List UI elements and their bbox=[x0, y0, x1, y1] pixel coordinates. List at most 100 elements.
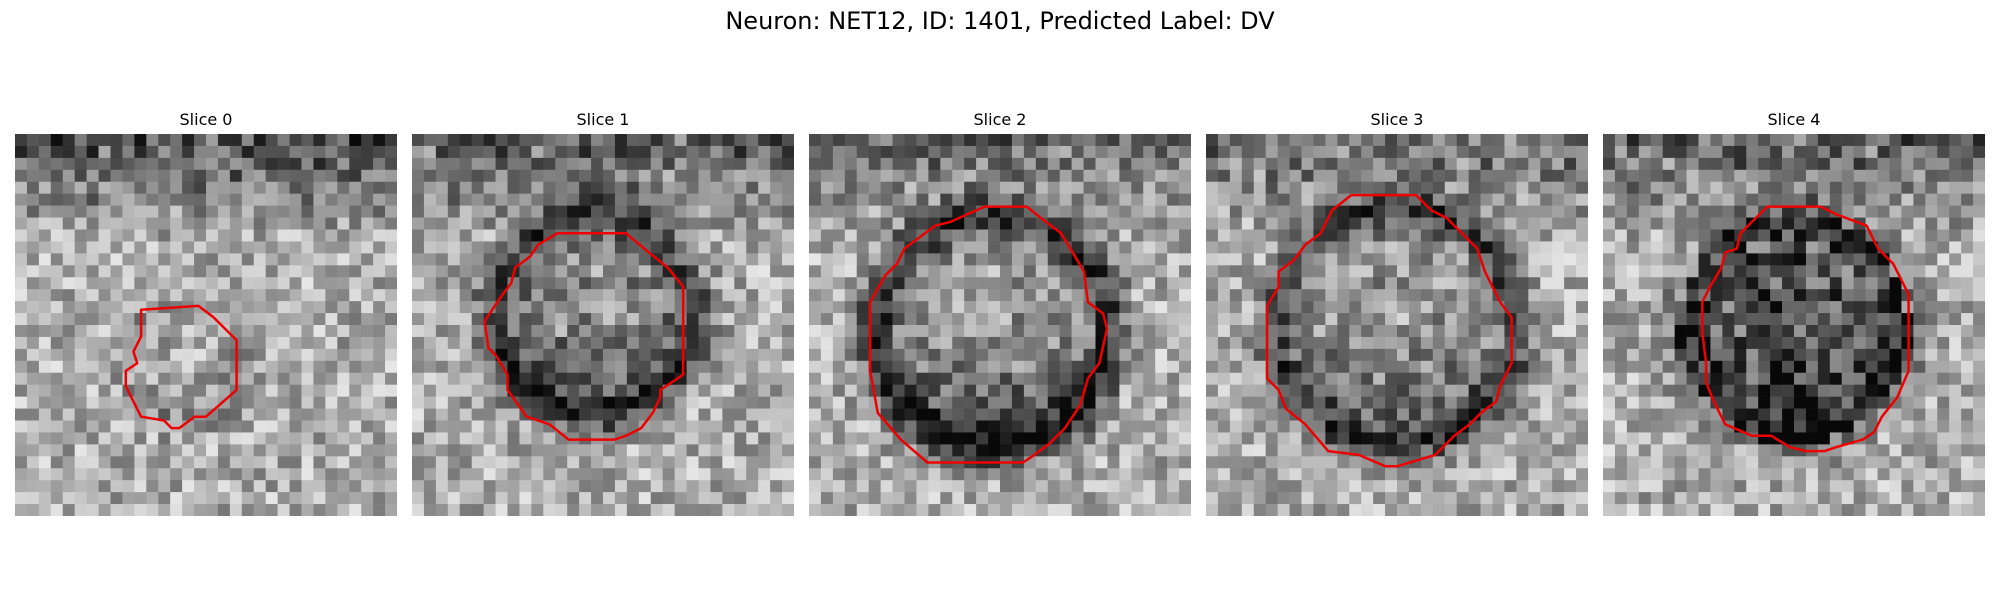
image-pixel bbox=[1492, 145, 1505, 159]
image-pixel bbox=[229, 193, 243, 206]
image-pixel bbox=[1504, 504, 1517, 516]
image-pixel bbox=[809, 181, 822, 194]
image-pixel bbox=[1229, 289, 1243, 302]
image-pixel bbox=[638, 336, 652, 350]
image-pixel bbox=[1794, 360, 1807, 374]
image-pixel bbox=[1277, 265, 1290, 278]
image-pixel bbox=[1444, 145, 1457, 159]
image-pixel bbox=[1758, 384, 1771, 397]
image-pixel bbox=[531, 265, 544, 278]
image-pixel bbox=[1420, 336, 1434, 350]
image-pixel bbox=[1961, 145, 1974, 159]
image-pixel bbox=[289, 360, 302, 374]
image-pixel bbox=[1167, 420, 1180, 433]
image-pixel bbox=[555, 480, 568, 493]
image-pixel bbox=[1794, 134, 1807, 147]
image-pixel bbox=[1841, 169, 1854, 183]
image-pixel bbox=[1961, 348, 1974, 362]
image-pixel bbox=[856, 205, 869, 218]
image-pixel bbox=[447, 336, 461, 350]
image-pixel bbox=[904, 360, 917, 374]
image-pixel bbox=[758, 157, 771, 171]
image-pixel bbox=[1698, 241, 1711, 254]
image-pixel bbox=[1023, 384, 1037, 397]
image-pixel bbox=[423, 181, 437, 194]
image-pixel bbox=[1095, 444, 1108, 457]
image-pixel bbox=[349, 301, 362, 314]
image-pixel bbox=[98, 193, 111, 206]
image-pixel bbox=[1119, 444, 1132, 457]
image-pixel bbox=[229, 420, 243, 433]
image-pixel bbox=[844, 217, 858, 230]
image-pixel bbox=[1155, 444, 1168, 457]
image-pixel bbox=[74, 145, 87, 159]
image-pixel bbox=[1698, 134, 1711, 147]
image-pixel bbox=[38, 420, 52, 433]
image-pixel bbox=[1167, 265, 1180, 278]
image-pixel bbox=[579, 134, 592, 147]
image-pixel bbox=[1865, 253, 1878, 266]
image-pixel bbox=[928, 277, 941, 290]
image-pixel bbox=[1206, 205, 1219, 218]
image-pixel bbox=[1492, 241, 1505, 254]
image-pixel bbox=[337, 277, 350, 290]
image-pixel bbox=[758, 325, 771, 338]
image-pixel bbox=[1059, 408, 1072, 421]
image-pixel bbox=[385, 313, 397, 326]
image-pixel bbox=[134, 432, 147, 445]
image-pixel bbox=[26, 325, 40, 338]
image-pixel bbox=[1206, 134, 1219, 147]
image-pixel bbox=[892, 325, 905, 338]
image-pixel bbox=[964, 348, 977, 362]
image-pixel bbox=[1853, 348, 1866, 362]
image-pixel bbox=[976, 360, 989, 374]
image-pixel bbox=[1949, 229, 1962, 242]
image-pixel bbox=[301, 384, 314, 397]
image-pixel bbox=[1071, 480, 1084, 493]
image-pixel bbox=[1650, 217, 1663, 230]
image-pixel bbox=[1528, 336, 1541, 350]
image-pixel bbox=[194, 384, 207, 397]
image-pixel bbox=[1877, 134, 1890, 147]
image-pixel bbox=[698, 229, 711, 242]
image-pixel bbox=[170, 134, 183, 147]
image-pixel bbox=[1528, 134, 1541, 147]
image-pixel bbox=[277, 432, 290, 445]
image-pixel bbox=[435, 145, 449, 159]
image-pixel bbox=[1000, 504, 1013, 516]
image-pixel bbox=[1829, 193, 1843, 206]
image-pixel bbox=[543, 325, 556, 338]
image-pixel bbox=[349, 396, 362, 409]
image-pixel bbox=[1973, 205, 1985, 218]
image-pixel bbox=[1710, 253, 1723, 266]
image-pixel bbox=[940, 336, 953, 350]
image-pixel bbox=[110, 134, 123, 147]
image-pixel bbox=[182, 348, 195, 362]
image-pixel bbox=[1420, 301, 1434, 314]
image-pixel bbox=[495, 492, 508, 505]
image-pixel bbox=[1576, 217, 1588, 230]
image-pixel bbox=[423, 217, 437, 230]
image-pixel bbox=[809, 253, 822, 266]
image-pixel bbox=[146, 396, 159, 409]
image-pixel bbox=[447, 301, 461, 314]
image-pixel bbox=[313, 348, 326, 362]
image-pixel bbox=[146, 313, 159, 326]
image-pixel bbox=[241, 253, 255, 266]
image-pixel bbox=[1206, 420, 1219, 433]
image-pixel bbox=[1397, 372, 1410, 385]
image-pixel bbox=[1889, 169, 1902, 183]
image-pixel bbox=[1301, 480, 1314, 493]
image-pixel bbox=[940, 301, 953, 314]
image-pixel bbox=[892, 289, 905, 302]
image-pixel bbox=[289, 504, 302, 516]
image-pixel bbox=[110, 277, 123, 290]
image-pixel bbox=[134, 193, 147, 206]
image-pixel bbox=[1011, 313, 1025, 326]
image-pixel bbox=[313, 134, 326, 147]
image-pixel bbox=[809, 289, 822, 302]
image-pixel bbox=[1047, 145, 1060, 159]
image-pixel bbox=[1468, 277, 1481, 290]
image-pixel bbox=[531, 181, 544, 194]
slice-title: Slice 4 bbox=[1767, 110, 1821, 129]
